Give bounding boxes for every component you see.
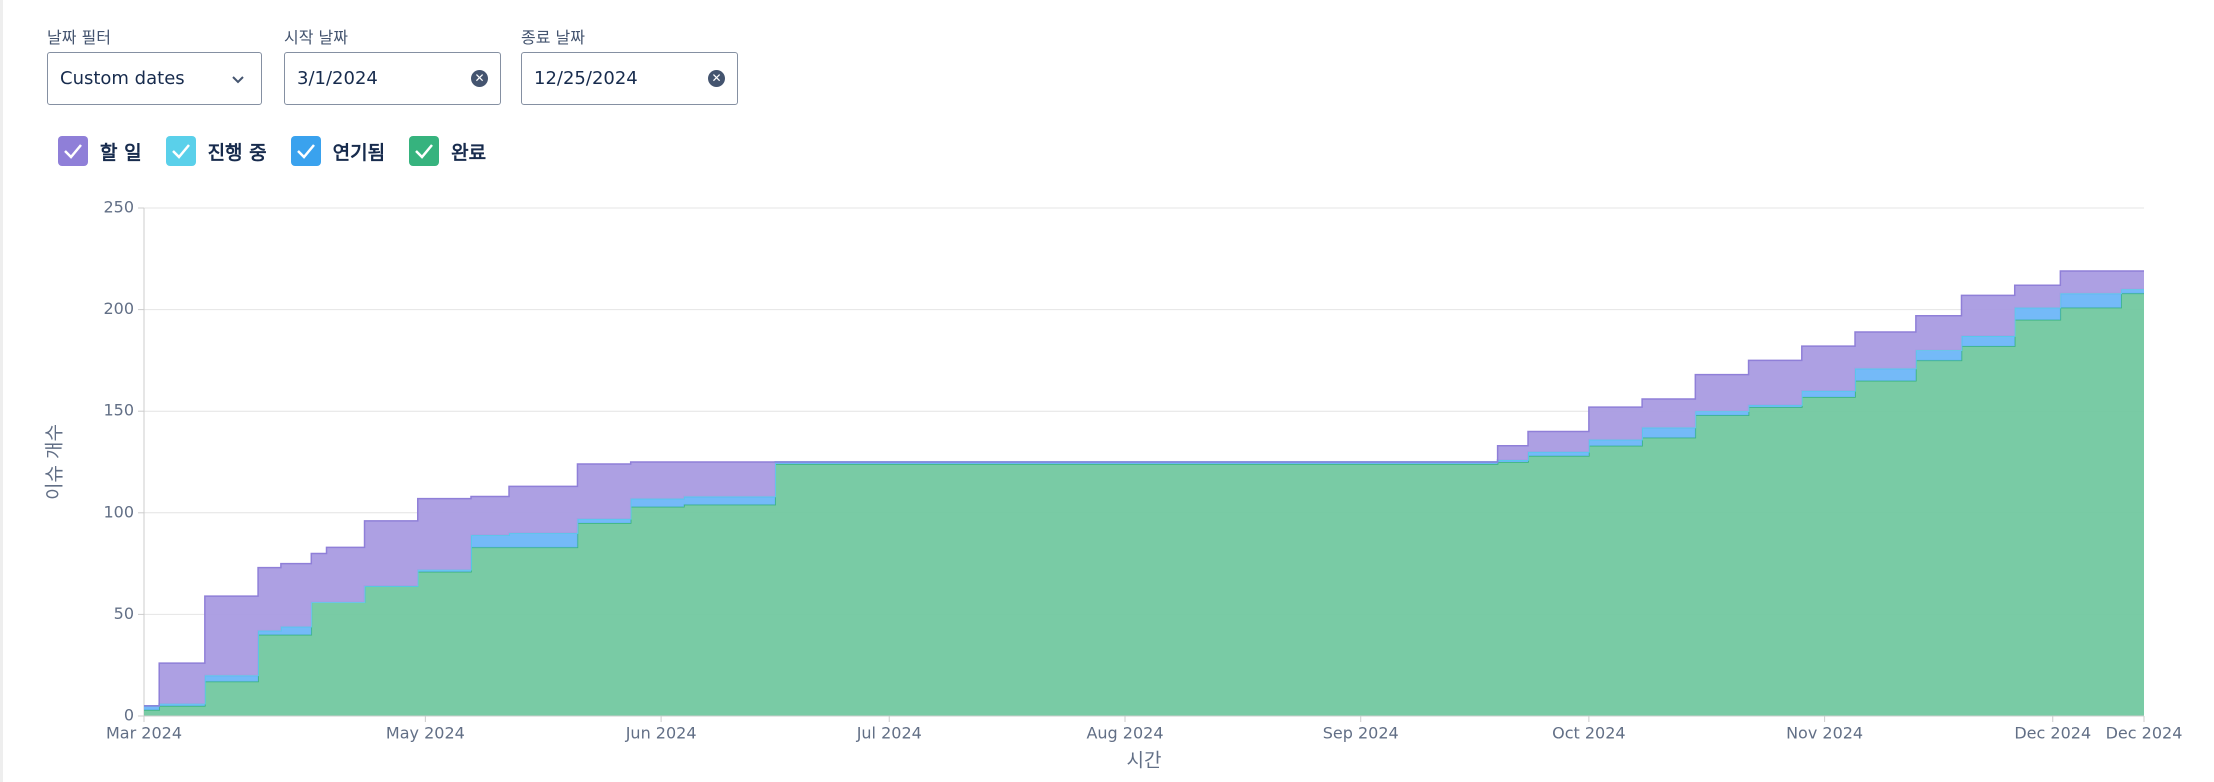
x-tick-label: Jun 2024: [625, 724, 697, 743]
legend-item[interactable]: 진행 중: [165, 136, 267, 166]
legend-label: 연기됨: [332, 141, 386, 164]
clear-button[interactable]: ✕: [471, 70, 488, 87]
x-tick-label: May 2024: [386, 724, 465, 743]
check-icon: [64, 144, 82, 159]
start-date-input[interactable]: 3/1/2024 ✕: [284, 52, 501, 105]
x-tick-label: Aug 2024: [1086, 724, 1163, 743]
y-tick-label: 250: [103, 198, 134, 217]
legend-item[interactable]: 할 일: [58, 136, 142, 166]
y-axis-title: 이슈 개수: [44, 424, 66, 500]
y-tick-label: 200: [103, 299, 134, 318]
chevron-icon: [232, 76, 244, 84]
legend-label: 진행 중: [207, 141, 267, 164]
check-icon: [415, 144, 434, 159]
input-value: 3/1/2024: [297, 68, 378, 89]
check-icon: [171, 144, 190, 159]
date-filter-select[interactable]: Custom dates: [47, 52, 262, 105]
x-tick-label: Oct 2024: [1552, 724, 1625, 743]
legend-label: 완료: [451, 141, 487, 164]
end-date-input[interactable]: 12/25/2024 ✕: [521, 52, 738, 105]
select-value: Custom dates: [60, 68, 185, 89]
legend-checkbox[interactable]: [290, 136, 321, 166]
area: [144, 293, 2144, 716]
y-tick-label: 150: [103, 401, 134, 420]
filter-label: 종료 날짜: [521, 28, 585, 47]
x-tick-label: Mar 2024: [106, 724, 182, 743]
x-tick-label: Nov 2024: [1786, 724, 1863, 743]
clear-button[interactable]: ✕: [708, 70, 725, 87]
x-tick-label: Jul 2024: [856, 724, 922, 743]
area: [144, 270, 2144, 706]
legend-checkbox[interactable]: [409, 136, 440, 166]
chart: 시간 이슈 개수 0 50 100 150 200 250 Mar 2024 May 2024…: [44, 198, 2183, 772]
x-tick-label: Sep 2024: [1323, 724, 1399, 743]
filter-label: 날짜 필터: [47, 28, 111, 47]
input-value: 12/25/2024: [534, 68, 638, 89]
area-edge: [144, 270, 2144, 707]
x-axis-title: 시간: [1127, 750, 1162, 772]
legend-checkbox[interactable]: [165, 136, 196, 166]
legend-item[interactable]: 연기됨: [290, 136, 386, 166]
legend-checkbox[interactable]: [58, 136, 88, 166]
legend-label: 할 일: [100, 141, 142, 164]
x-tick-label: Dec 2024: [2106, 724, 2183, 743]
legend: 할 일 진행 중 연기됨 완료: [58, 136, 486, 166]
y-tick-label: 100: [103, 502, 134, 521]
y-tick-label: 0: [124, 706, 134, 725]
y-tick-label: 50: [114, 604, 134, 623]
filter-label: 시작 날짜: [284, 28, 348, 47]
legend-item[interactable]: 완료: [409, 136, 486, 166]
x-tick-label: Dec 2024: [2014, 724, 2091, 743]
check-icon: [296, 144, 315, 159]
